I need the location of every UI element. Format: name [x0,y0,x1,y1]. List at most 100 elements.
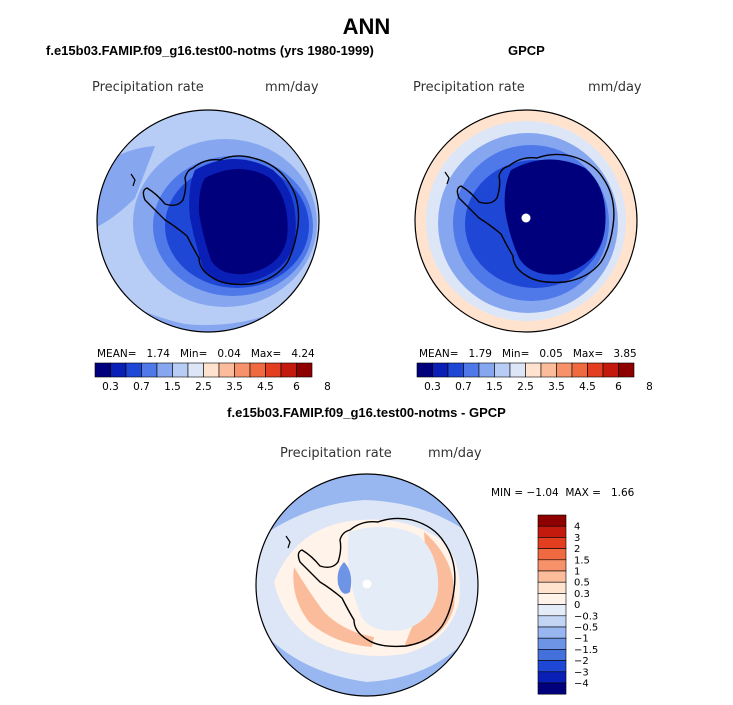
colorbar-label: 0.3 [102,381,119,393]
colorbar-label: 2 [574,544,580,555]
stats-diff: MIN = −1.04 MAX = 1.66 [491,487,634,499]
map-interior [504,159,606,275]
colorbar-box [280,362,297,378]
colorbar-label: −4 [574,679,589,690]
colorbar-label: 6 [293,381,300,393]
colorbar-boxes [94,362,313,378]
colorbar-box [556,362,573,378]
map-interior [347,526,439,631]
colorbar-label: −0.5 [574,623,598,634]
colorbar-box [432,362,449,378]
colorbar-box [234,362,251,378]
map-negative-south [256,622,478,696]
colorbar-label: 0.5 [574,578,590,589]
variable-label-model: Precipitation rate [92,80,204,95]
max-value: 3.85 [613,348,637,360]
units-label-model: mm/day [265,80,319,95]
colorbar-box [537,604,567,617]
colorbar-obs: 0.3 0.7 1.5 2.5 3.5 4.5 6 8 [416,362,652,393]
variable-label-obs: Precipitation rate [413,80,525,95]
min-value: −1.04 [526,487,559,499]
colorbar-box [537,525,567,538]
max-label: Max= [572,348,604,360]
colorbar-box [537,537,567,549]
map-diff [255,473,479,697]
colorbar-box [94,362,111,378]
antarctica-coastline [297,517,456,648]
colorbar-label: −1.5 [574,645,598,656]
colorbar-label: 4 [574,522,580,533]
colorbar-label: 1.5 [164,381,181,393]
colorbar-box [218,362,235,378]
map-border [414,109,638,333]
stats-obs: MEAN= 1.79 Min= 0.05 Max= 3.85 [419,348,637,360]
colorbar-label: −0.3 [574,611,598,622]
max-label: Max= [250,348,282,360]
colorbar-box [478,362,495,378]
colorbar-box [296,362,313,378]
colorbar-box [447,362,464,378]
colorbar-boxes [416,362,635,378]
panel-title-diff: f.e15b03.FAMIP.f09_g16.test00-notms - GP… [227,405,506,420]
colorbar-box [416,362,433,378]
max-value: 1.66 [610,487,635,499]
panel-title-obs: GPCP [508,43,545,58]
colorbar-label: −2 [574,656,589,667]
map-border [96,109,320,333]
main-title: ANN [342,14,391,39]
colorbar-box [249,362,266,378]
max-label: MAX = [565,487,601,499]
map-negative-patch [337,562,352,594]
mean-value: 1.74 [146,348,170,360]
antarctica-coastline [142,155,300,286]
colorbar-label: −3 [574,667,589,678]
colorbar-box [125,362,142,378]
colorbar-box [537,593,567,605]
colorbar-box [587,362,604,378]
colorbar-box [110,362,127,378]
colorbar-label: 0.7 [455,381,472,393]
colorbar-label: 2.5 [195,381,212,393]
colorbar-label: 8 [324,381,330,393]
panel-title-model: f.e15b03.FAMIP.f09_g16.test00-notms (yrs… [46,43,374,58]
colorbar-box [537,559,567,572]
colorbar-box [571,362,588,378]
colorbar-label: 0 [574,600,580,611]
colorbar-box [203,362,220,378]
colorbar-labels: 0.3 0.7 1.5 2.5 3.5 4.5 6 8 [424,381,652,393]
map-border [255,473,479,697]
colorbar-label: 3.5 [548,381,565,393]
colorbar-labels: 0.3 0.7 1.5 2.5 3.5 4.5 6 8 [102,381,330,393]
stats-model: MEAN= 1.74 Min= 0.04 Max= 4.24 [97,348,315,360]
south-america-tip [130,173,136,187]
map-model [96,109,320,333]
colorbar-box [537,660,567,673]
colorbar-box [537,570,567,583]
colorbar-box [187,362,204,378]
min-label: MIN = [491,487,524,499]
colorbar-box [509,362,526,378]
colorbar-box [537,637,567,650]
pole-hole [362,579,372,589]
map-interior [198,169,288,275]
colorbar-box [537,649,567,661]
colorbar-model: 0.3 0.7 1.5 2.5 3.5 4.5 6 8 [94,362,330,393]
colorbar-boxes [537,514,567,695]
south-america-tip [285,535,291,549]
colorbar-box [463,362,480,378]
colorbar-label: 3.5 [226,381,243,393]
colorbar-box [537,615,567,628]
colorbar-box [537,581,567,594]
units-label-obs: mm/day [588,80,642,95]
colorbar-box [141,362,158,378]
colorbar-box [494,362,511,378]
units-label-diff: mm/day [428,446,482,461]
map-obs [414,109,638,333]
colorbar-label: 1 [574,567,580,578]
colorbar-label: 1.5 [486,381,503,393]
colorbar-label: 4.5 [257,381,274,393]
min-value: 0.05 [539,348,563,360]
colorbar-label: 6 [615,381,622,393]
